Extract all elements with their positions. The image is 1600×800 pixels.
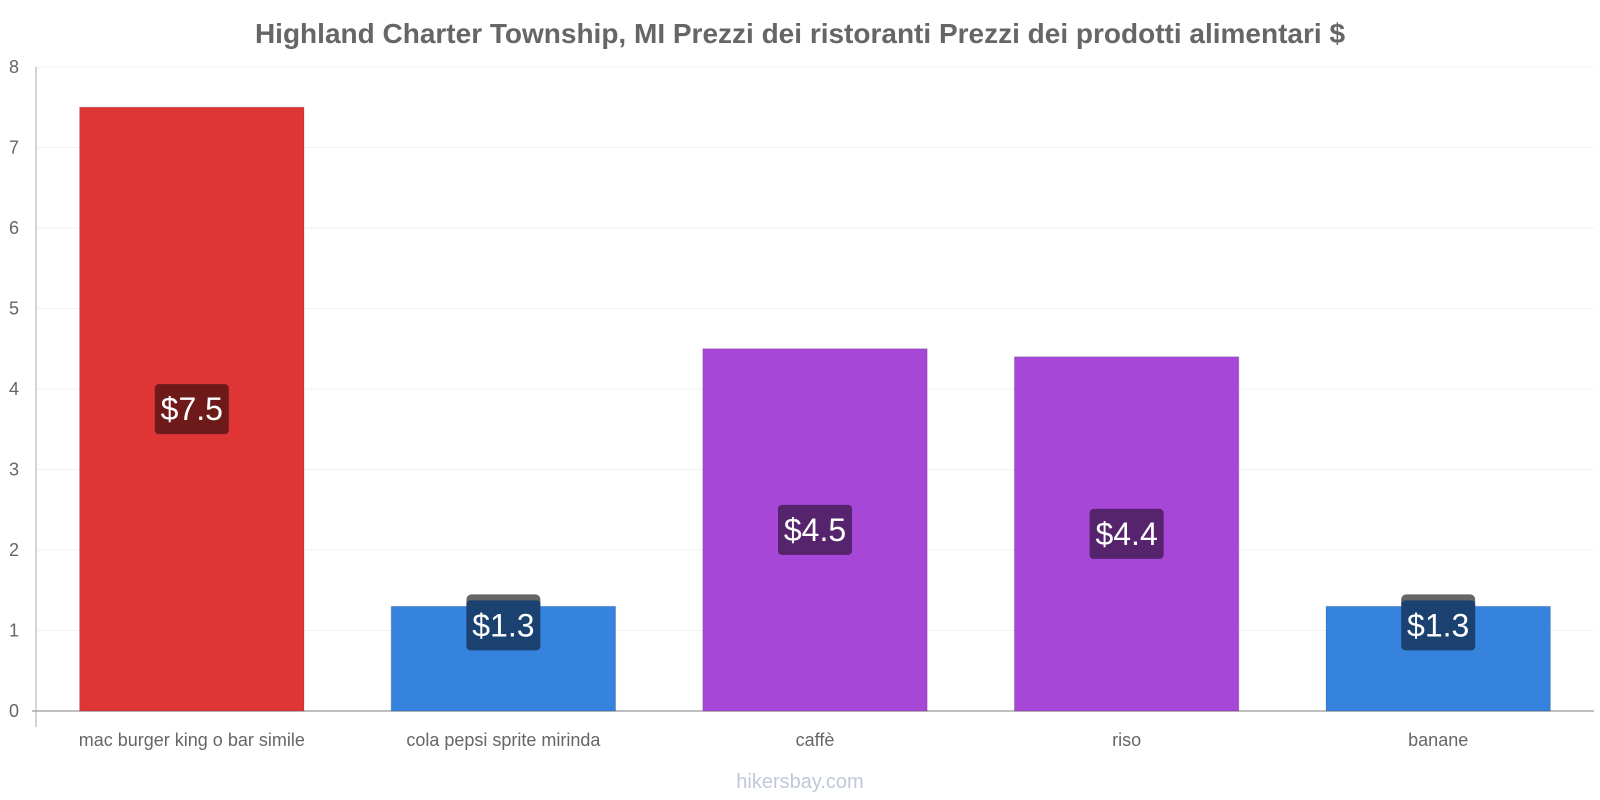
- y-tick-label: 0: [9, 701, 19, 721]
- value-labels: $7.5 $1.3 $4.5 $4.4 $1.3: [154, 384, 1476, 651]
- category-label: caffè: [796, 730, 835, 750]
- y-tick-label: 8: [9, 57, 19, 77]
- category-label: banane: [1408, 730, 1468, 750]
- category-label: riso: [1112, 730, 1141, 750]
- value-label: $1.3: [472, 607, 534, 643]
- value-label: $4.4: [1095, 516, 1157, 552]
- value-label: $7.5: [161, 391, 223, 427]
- value-label-box: [154, 384, 229, 435]
- y-tick-label: 4: [9, 379, 19, 399]
- y-tick-label: 7: [9, 138, 19, 158]
- value-label-box: [778, 504, 852, 555]
- y-tick-label: 1: [9, 621, 19, 641]
- y-tick-label: 3: [9, 460, 19, 480]
- category-label: mac burger king o bar simile: [79, 730, 305, 750]
- value-label-box: [1089, 508, 1164, 559]
- value-label: $1.3: [1407, 607, 1469, 643]
- source-watermark: hikersbay.com: [736, 771, 863, 793]
- y-tick-label: 2: [9, 540, 19, 560]
- chart-title: Highland Charter Township, MI Prezzi dei…: [255, 18, 1346, 49]
- value-label-box: [1401, 600, 1476, 651]
- y-tick-label: 6: [9, 218, 19, 238]
- bars: [79, 106, 1551, 712]
- value-label: $4.5: [784, 512, 846, 548]
- category-label: cola pepsi sprite mirinda: [406, 730, 601, 750]
- value-label-box: [466, 600, 541, 651]
- category-labels: mac burger king o bar simile cola pepsi s…: [79, 730, 1468, 750]
- y-tick-label: 5: [9, 299, 19, 319]
